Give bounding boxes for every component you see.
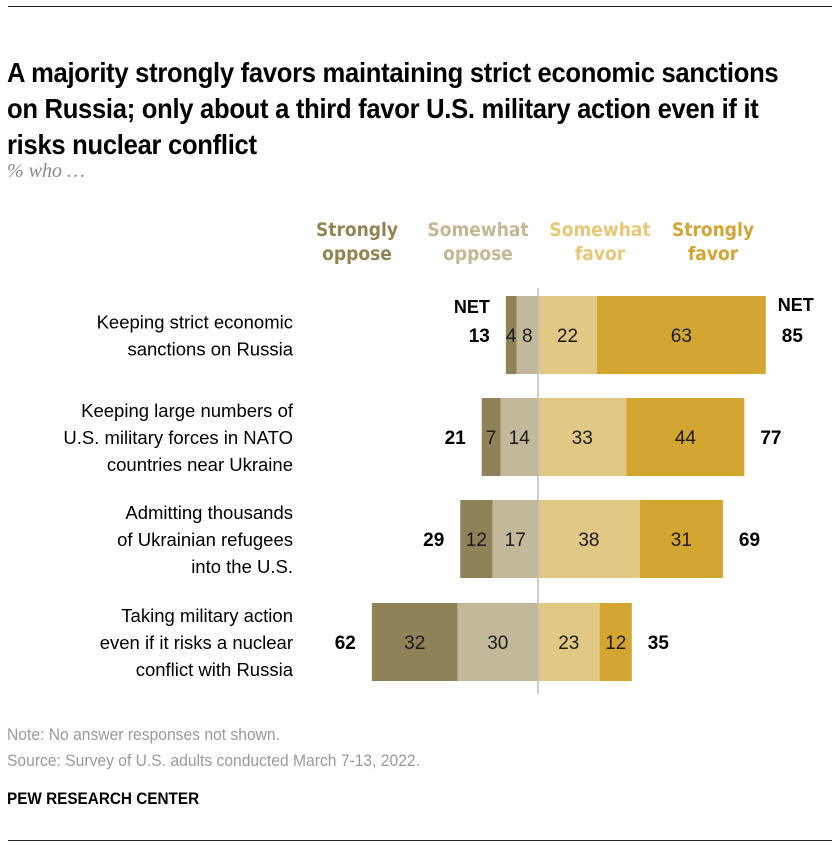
net-favor-label: 69 [739, 530, 760, 551]
bar-strongly-favor [626, 398, 745, 476]
legend-item-strongly-favor: Strongly favor [671, 219, 755, 265]
legend-item-strongly-oppose: Strongly oppose [315, 219, 399, 265]
data-label: 14 [509, 428, 531, 449]
bar-strongly-favor [639, 500, 723, 578]
category-label: Keeping large numbers of [81, 400, 294, 421]
net-oppose-label: 21 [445, 428, 467, 449]
category-label: Taking military action [121, 605, 293, 626]
data-label: 12 [605, 633, 626, 654]
bar-somewhat-oppose [500, 398, 538, 476]
chart-subtitle: % who … [7, 160, 85, 182]
net-oppose-label: 62 [335, 633, 356, 654]
bar-somewhat-oppose [492, 500, 538, 578]
category-label: U.S. military forces in NATO [63, 427, 293, 448]
data-label: 23 [558, 633, 579, 654]
bar-somewhat-oppose [457, 603, 538, 681]
category-label: Admitting thousands [125, 502, 293, 523]
chart-title: A majority strongly favors maintaining s… [7, 57, 779, 160]
data-label: 63 [671, 326, 692, 347]
net-header-oppose: NET [454, 297, 490, 317]
data-label: 38 [578, 530, 599, 551]
legend-item-somewhat-oppose: Somewhat oppose [427, 219, 529, 265]
category-label: of Ukrainian refugees [117, 529, 293, 550]
top-rule [8, 6, 832, 7]
data-label: 7 [486, 428, 497, 449]
bar-strongly-oppose [371, 603, 458, 681]
bar-strongly-favor [599, 603, 632, 681]
source-text: Source: Survey of U.S. adults conducted … [7, 751, 420, 770]
data-label: 32 [404, 633, 425, 654]
bar-strongly-favor [596, 296, 766, 374]
net-oppose-label: 13 [469, 326, 490, 347]
data-label: 44 [675, 428, 697, 449]
bar-somewhat-favor [538, 398, 627, 476]
category-label: sanctions on Russia [127, 339, 293, 360]
data-label: 30 [487, 633, 508, 654]
data-label: 17 [505, 530, 526, 551]
data-label: 31 [671, 530, 692, 551]
net-favor-label: 85 [782, 326, 804, 347]
bar-somewhat-oppose [516, 296, 538, 374]
data-label: 33 [572, 428, 593, 449]
bottom-rule [8, 840, 832, 841]
net-favor-label: 77 [760, 428, 781, 449]
data-label: 12 [466, 530, 487, 551]
data-label: 22 [557, 326, 578, 347]
brand-logo-text: PEW RESEARCH CENTER [7, 789, 200, 808]
net-favor-label: 35 [648, 633, 670, 654]
bar-strongly-oppose [505, 296, 517, 374]
category-label: countries near Ukraine [107, 454, 293, 475]
category-label: conflict with Russia [136, 659, 294, 680]
bar-strongly-oppose [481, 398, 501, 476]
data-label: 8 [522, 326, 533, 347]
net-header-favor: NET [778, 295, 814, 315]
category-label: into the U.S. [191, 556, 293, 577]
data-label: 4 [506, 326, 517, 347]
category-label: even if it risks a nuclear [100, 632, 293, 653]
category-label: Keeping strict economic [97, 312, 293, 333]
note-text: Note: No answer responses not shown. [7, 725, 280, 744]
bar-somewhat-favor [538, 296, 597, 374]
bar-somewhat-favor [538, 500, 640, 578]
bar-strongly-oppose [460, 500, 493, 578]
net-oppose-label: 29 [423, 530, 444, 551]
bar-somewhat-favor [538, 603, 600, 681]
legend-item-somewhat-favor: Somewhat favor [549, 219, 651, 265]
